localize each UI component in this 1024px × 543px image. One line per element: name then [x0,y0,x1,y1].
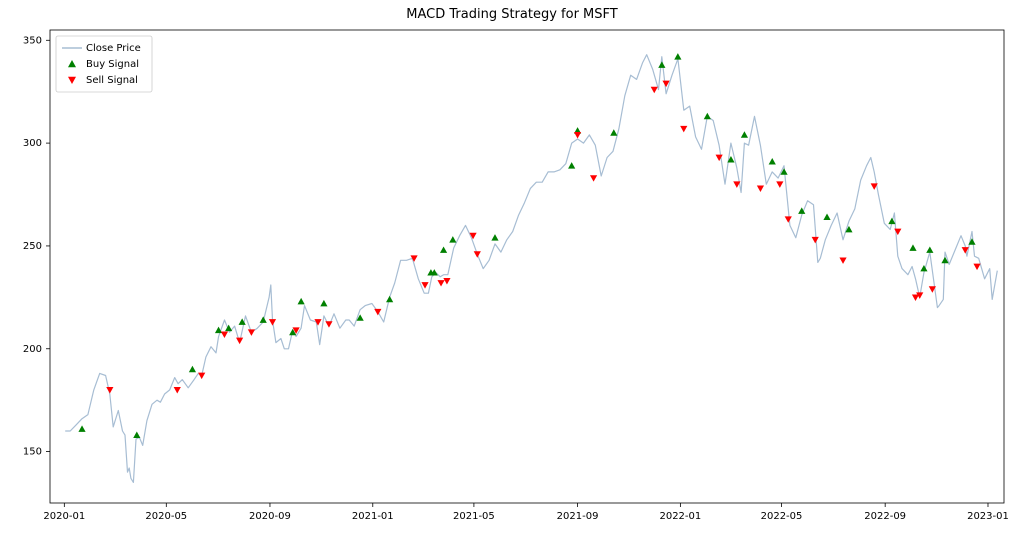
y-tick-label: 200 [23,344,42,355]
x-tick-label: 2021-09 [557,511,599,522]
x-tick-label: 2022-05 [761,511,803,522]
y-tick-label: 250 [23,241,42,252]
plot-area [50,30,1004,503]
x-tick-label: 2021-01 [352,511,394,522]
x-tick-label: 2020-05 [145,511,187,522]
y-tick-label: 300 [23,138,42,149]
x-tick-label: 2020-01 [43,511,85,522]
chart-container: 150 200 250 300 350 2020-01 2020-05 2020-09 2021… [0,0,1024,543]
x-tick-label: 2022-09 [864,511,906,522]
x-tick-label: 2022-01 [659,511,701,522]
legend-label: Buy Signal [86,59,139,70]
chart-title: MACD Trading Strategy for MSFT [406,7,617,22]
macd-chart: 150 200 250 300 350 2020-01 2020-05 2020-09 2021… [0,0,1024,543]
x-tick-label: 2023-01 [967,511,1009,522]
x-tick-label: 2021-05 [453,511,495,522]
y-tick-label: 350 [23,35,42,46]
legend-label: Close Price [86,43,141,54]
y-tick-label: 150 [23,447,42,458]
legend-label: Sell Signal [86,75,138,86]
x-tick-label: 2020-09 [249,511,291,522]
